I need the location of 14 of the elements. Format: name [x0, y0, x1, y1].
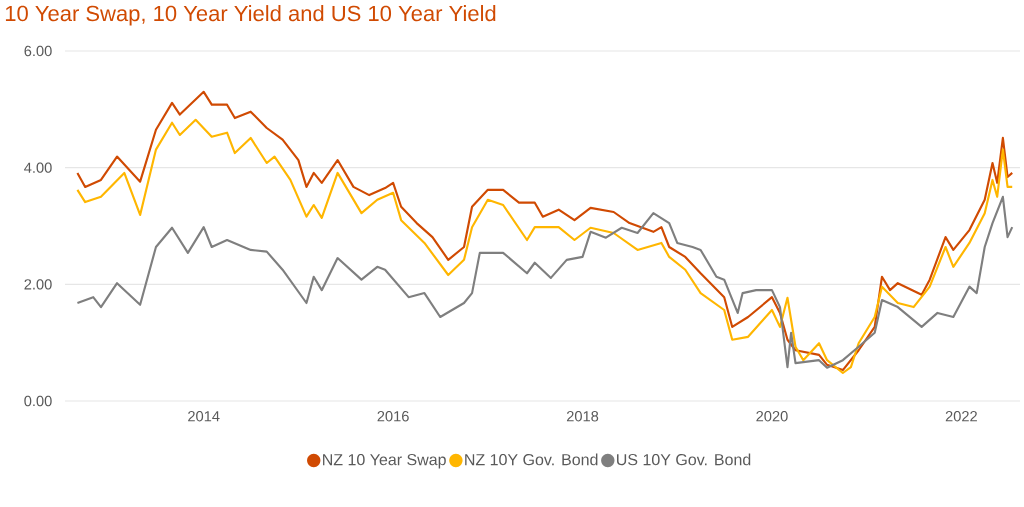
legend-label: NZ 10Y Gov. Bond — [465, 453, 598, 466]
x-tick-label: 2018 — [566, 411, 599, 422]
line-series — [76, 195, 1014, 369]
legend-label: NZ 10 Year Swap — [323, 453, 446, 469]
legend-label: US 10Y Gov. Bond — [617, 453, 751, 466]
x-tick-label: 2014 — [188, 411, 220, 422]
y-tick-label: 2.00 — [24, 279, 52, 290]
y-tick-label: 6.00 — [24, 45, 52, 57]
x-tick-label: 2020 — [756, 411, 788, 422]
x-tick-label: 2022 — [945, 411, 977, 422]
y-tick-label: 0.00 — [24, 395, 52, 407]
y-tick-label: 4.00 — [24, 162, 52, 173]
x-tick-label: 2016 — [377, 411, 409, 422]
chart-title: 10 Year Swap, 10 Year Yield and US 10 Year Yield — [5, 5, 496, 26]
